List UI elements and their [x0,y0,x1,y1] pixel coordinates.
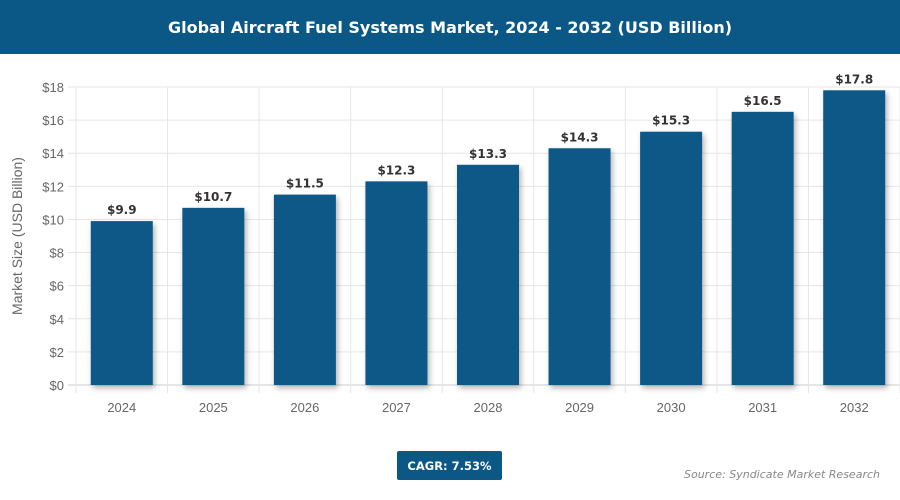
x-tick-label: 2030 [657,400,686,415]
bar-2031 [731,111,794,385]
bar-2032 [823,90,886,386]
x-tick-label: 2024 [107,400,136,415]
chart-title-banner: Global Aircraft Fuel Systems Market, 202… [0,0,900,54]
data-label: $13.3 [469,147,507,161]
x-tick-label: 2027 [382,400,411,415]
y-tick-label: $12 [42,179,64,194]
y-tick-label: $8 [50,246,64,261]
y-tick-label: $10 [42,212,64,227]
data-label: $12.3 [377,163,415,177]
source-note: Source: Syndicate Market Research [684,468,880,481]
x-tick-label: 2026 [290,400,319,415]
chart-title: Global Aircraft Fuel Systems Market, 202… [167,17,733,37]
data-label: $10.7 [194,190,232,204]
bar-chart: Market Size (USD Billion) $0 $2 $4 $6 $8 $10 $… [9,72,900,415]
data-label: $15.3 [652,114,690,128]
data-label: $17.8 [835,72,873,86]
bar-2025 [182,207,245,385]
data-label: $14.3 [561,130,599,144]
y-axis-label: Market Size (USD Billion) [9,157,25,315]
x-tick-label: 2032 [840,400,869,415]
y-tick-label: $14 [42,146,64,161]
y-tick-label: $4 [50,312,64,327]
bar-2024 [90,221,153,385]
bar-2026 [273,194,336,385]
y-tick-label: $0 [50,378,64,393]
cagr-badge: CAGR: 7.53% [397,451,502,480]
data-label: $11.5 [286,177,324,191]
data-label: $16.5 [744,94,782,108]
y-tick-label: $18 [42,80,64,95]
x-tick-label: 2029 [565,400,594,415]
x-tick-label: 2031 [748,400,777,415]
x-tick-label: 2028 [474,400,503,415]
bar-2030 [640,131,703,385]
bar-2029 [548,148,611,385]
y-tick-label: $2 [50,345,64,360]
bar-2027 [365,181,428,385]
y-tick-label: $16 [42,113,64,128]
y-tick-label: $6 [50,279,64,294]
data-label: $9.9 [107,203,137,217]
cagr-text: CAGR: 7.53% [407,458,492,473]
bar-2028 [457,164,519,385]
x-tick-label: 2025 [199,400,228,415]
